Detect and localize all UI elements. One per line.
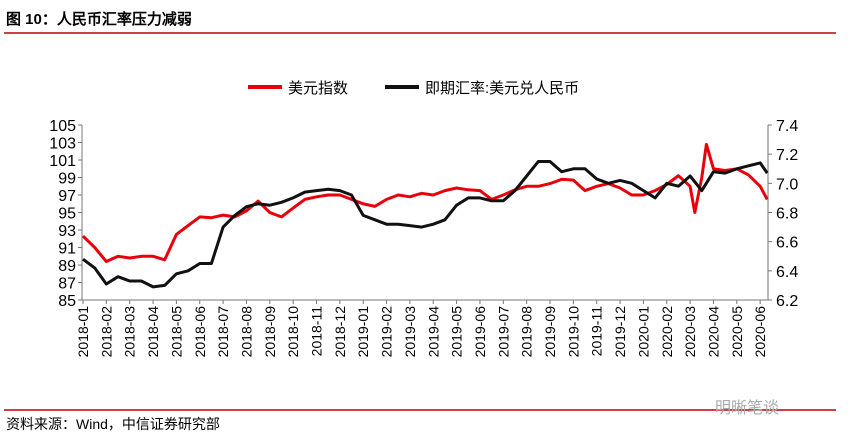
- x-tick-label: 2018-03: [122, 306, 138, 358]
- watermark: 明晰笔谈: [715, 400, 780, 417]
- x-tick-label: 2018-06: [192, 306, 208, 358]
- series-usdcny-line: [82, 160, 769, 289]
- right-tick-label: 6.2: [776, 293, 798, 310]
- source-note: 资料来源：Wind，中信证券研究部: [6, 416, 220, 432]
- x-tick-label: 2019-07: [495, 306, 511, 358]
- right-tick-label: 6.8: [776, 206, 798, 223]
- left-tick-label: 99: [58, 171, 76, 188]
- x-tick-label: 2019-08: [519, 306, 535, 358]
- right-tick-label: 6.4: [776, 264, 798, 281]
- x-tick-label: 2019-05: [449, 306, 465, 358]
- x-tick-label: 2020-01: [635, 306, 651, 358]
- x-tick-label: 2020-05: [729, 306, 745, 358]
- x-tick-label: 2019-01: [355, 306, 371, 358]
- left-tick-label: 101: [49, 153, 76, 170]
- x-tick-label: 2019-12: [612, 306, 628, 358]
- x-tick-label: 2020-02: [659, 306, 675, 358]
- x-tick-label: 2018-10: [285, 306, 301, 358]
- left-tick-label: 85: [58, 293, 76, 310]
- left-tick-label: 103: [49, 136, 76, 153]
- x-tick-label: 2019-11: [589, 306, 605, 357]
- left-tick-label: 105: [49, 118, 76, 135]
- x-tick-label: 2018-05: [168, 306, 184, 358]
- x-tick-label: 2018-08: [238, 306, 254, 358]
- left-tick-label: 89: [58, 258, 76, 275]
- series-usd-index-line: [81, 142, 769, 263]
- left-tick-label: 91: [58, 241, 76, 258]
- x-tick-label: 2018-07: [215, 306, 231, 358]
- left-tick-label: 93: [58, 223, 76, 240]
- right-tick-label: 7.4: [776, 118, 798, 135]
- left-tick-label: 97: [58, 188, 76, 205]
- x-tick-label: 2019-04: [425, 306, 441, 358]
- x-tick-label: 2019-09: [542, 306, 558, 358]
- legend-label-usdcny: 即期汇率:美元兑人民币: [425, 80, 579, 97]
- x-tick-label: 2019-03: [402, 306, 418, 358]
- x-tick-label: 2018-12: [332, 306, 348, 358]
- x-tick-label: 2018-11: [309, 306, 325, 357]
- x-tick-label: 2018-02: [98, 306, 114, 358]
- x-tick-label: 2020-06: [752, 306, 768, 358]
- x-tick-label: 2019-10: [565, 306, 581, 358]
- figure-title: 图 10：人民币汇率压力减弱: [6, 11, 192, 28]
- x-tick-label: 2020-04: [705, 306, 721, 358]
- legend-label-usd-index: 美元指数: [288, 80, 348, 97]
- x-tick-label: 2020-03: [682, 306, 698, 358]
- x-tick-label: 2018-04: [145, 306, 161, 358]
- left-tick-label: 95: [58, 206, 76, 223]
- left-tick-label: 87: [58, 276, 76, 293]
- x-tick-label: 2018-01: [75, 306, 91, 358]
- x-tick-label: 2019-06: [472, 306, 488, 358]
- right-tick-label: 7.2: [776, 147, 798, 164]
- right-tick-label: 6.6: [776, 235, 798, 252]
- right-tick-label: 7.0: [776, 176, 798, 193]
- x-tick-label: 2019-02: [379, 306, 395, 358]
- legend: 美元指数 即期汇率:美元兑人民币: [248, 80, 579, 97]
- x-tick-label: 2018-09: [262, 306, 278, 358]
- series-lines: [81, 142, 769, 289]
